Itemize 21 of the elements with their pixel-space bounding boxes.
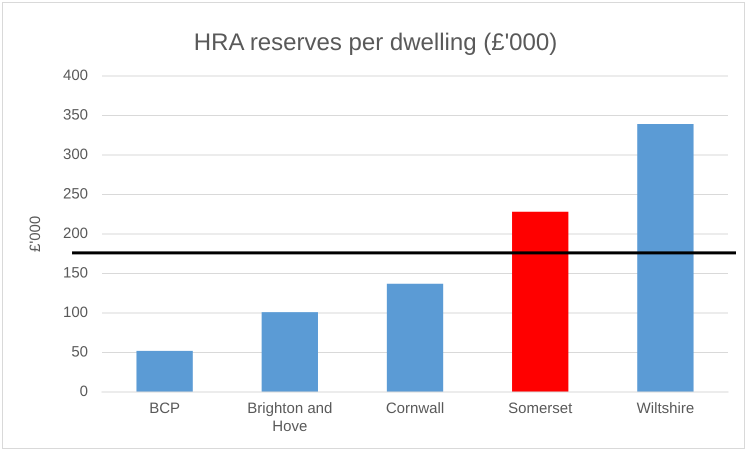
x-tick-label: Brighton and Hove: [247, 400, 332, 436]
bar: [637, 124, 694, 392]
y-tick-label: 100: [62, 304, 88, 322]
y-tick-label: 200: [62, 225, 88, 242]
y-tick-label: 50: [71, 344, 88, 361]
y-tick-label: 350: [62, 106, 88, 124]
bar: [262, 312, 318, 392]
chart-title: HRA reserves per dwelling (£'000): [194, 29, 558, 56]
y-tick-label: 0: [80, 383, 88, 400]
bar: [512, 212, 568, 392]
x-tick-label: Wiltshire: [636, 400, 694, 418]
x-tick-label: Cornwall: [386, 400, 444, 418]
y-tick-label: 300: [62, 146, 88, 163]
y-tick-label: 150: [62, 264, 88, 282]
x-tick-label: BCP: [149, 400, 180, 418]
bar: [136, 350, 193, 392]
y-axis-title: £'000: [27, 216, 44, 252]
y-tick-label: 250: [62, 186, 88, 203]
bar: [386, 284, 444, 392]
x-tick-label: Somerset: [508, 400, 574, 418]
y-tick-label: 400: [62, 66, 88, 84]
